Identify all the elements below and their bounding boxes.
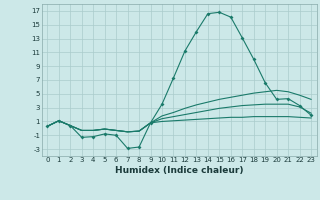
X-axis label: Humidex (Indice chaleur): Humidex (Indice chaleur) bbox=[115, 166, 244, 175]
